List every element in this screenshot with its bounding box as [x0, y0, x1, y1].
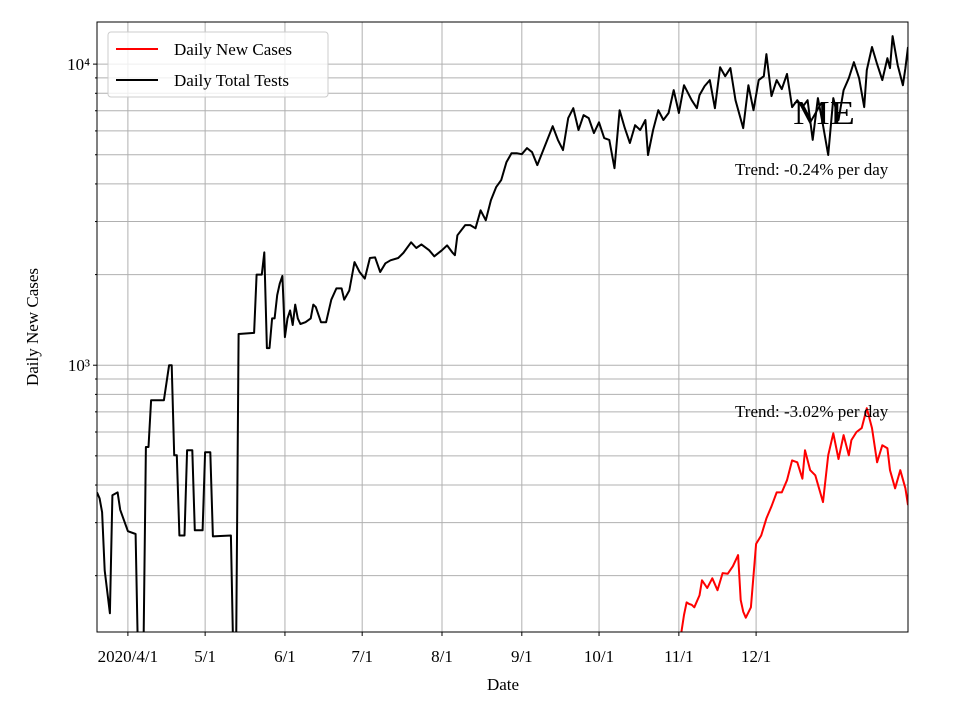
x-tick-label: 11/1: [664, 647, 694, 666]
y-axis-label: Daily New Cases: [23, 268, 42, 386]
x-tick-label: 5/1: [194, 647, 216, 666]
y-tick-label: 10⁴: [67, 55, 90, 74]
annotation: Trend: -3.02% per day: [735, 402, 889, 421]
plot-lines: [97, 35, 908, 632]
x-tick-label: 10/1: [584, 647, 614, 666]
legend-label: Daily New Cases: [174, 40, 292, 59]
x-tick-label: 7/1: [351, 647, 373, 666]
x-tick-label: 12/1: [741, 647, 771, 666]
x-tick-label: 2020/4/1: [98, 647, 158, 666]
annotation: ME: [793, 95, 855, 132]
legend: Daily New Cases Daily Total Tests: [107, 31, 329, 98]
x-axis-label: Date: [487, 675, 519, 694]
grid: [97, 22, 908, 632]
ticks: 10³ 10⁴ 2020/4/1 5/1 6/1 7/1 8/1 9/1 10/1 11/1 12/…: [67, 55, 771, 666]
legend-box: [107, 31, 329, 98]
annotation: Trend: -0.24% per day: [735, 160, 889, 179]
series-line: [97, 35, 908, 632]
series-line: [680, 407, 908, 632]
x-tick-label: 6/1: [274, 647, 296, 666]
legend-label: Daily Total Tests: [174, 71, 289, 90]
x-tick-label: 8/1: [431, 647, 453, 666]
x-tick-label: 9/1: [511, 647, 533, 666]
y-tick-label: 10³: [68, 356, 90, 375]
plot-frame: [96, 21, 909, 633]
